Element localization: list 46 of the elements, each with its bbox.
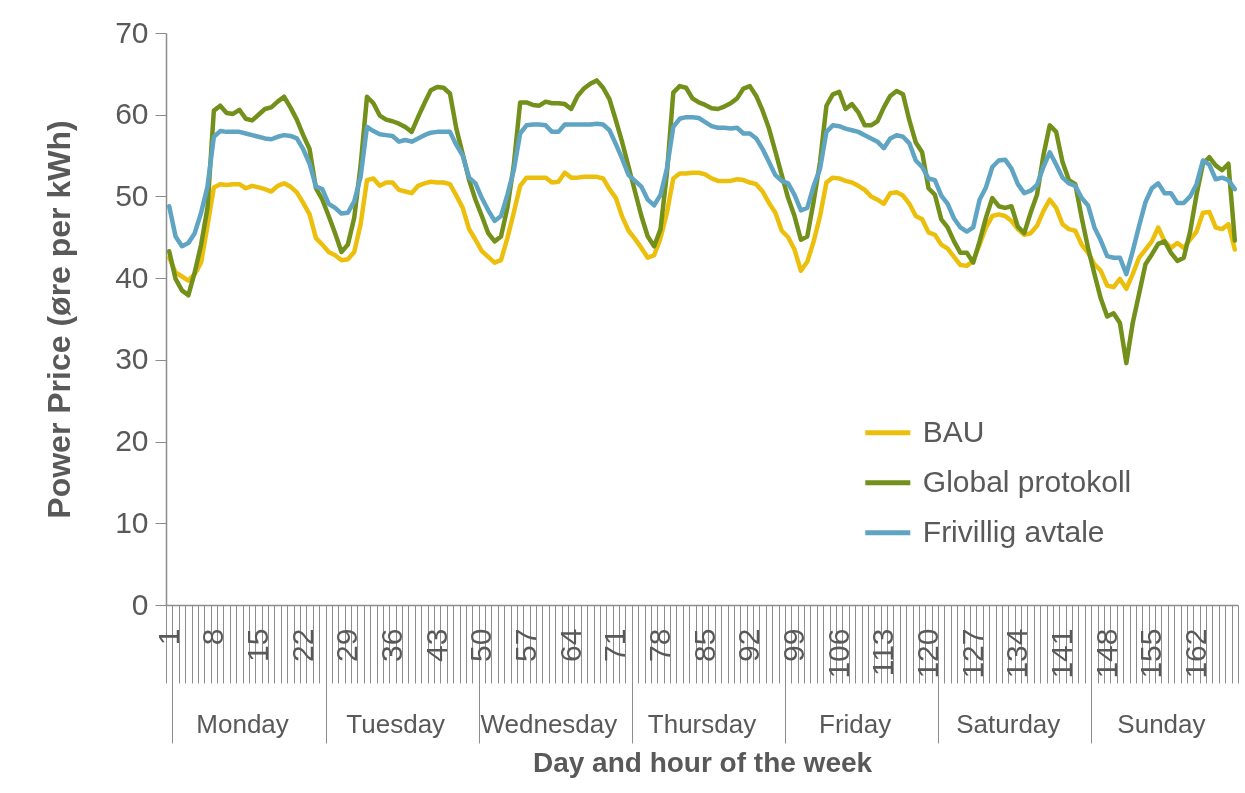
y-tick-label: 50 [115, 178, 149, 212]
y-axis-title: Power Price (øre per kWh) [41, 120, 78, 519]
y-tick-label: 10 [115, 505, 149, 539]
x-tick-label: 71 [598, 628, 632, 662]
text: Thursday [647, 709, 757, 739]
x-tick-label: 99 [777, 628, 811, 662]
legend-label: Global protokoll [922, 464, 1132, 498]
x-tick-label: 113 [866, 628, 900, 677]
x-tick-label: 50 [464, 628, 498, 662]
y-tick-label: 60 [115, 97, 149, 131]
line-series [166, 114, 1238, 277]
x-tick-label: 85 [687, 628, 721, 662]
text: Sunday [1117, 709, 1206, 739]
line-series [166, 170, 1238, 292]
x-tick-label: 22 [285, 628, 319, 662]
x-tick-label: 162 [1179, 628, 1213, 679]
x-tick-label: 127 [955, 628, 989, 679]
text: Saturday [956, 709, 1061, 739]
x-tick-label: 36 [375, 628, 409, 662]
y-tick-label: 0 [131, 587, 149, 621]
legend-label: BAU [922, 414, 985, 448]
x-tick-label: 106 [821, 628, 855, 679]
text: Wednesday [480, 709, 618, 739]
x-tick-label: 43 [419, 628, 453, 662]
x-tick-label: 8 [196, 628, 230, 646]
x-tick-label: 64 [553, 628, 587, 662]
x-tick-label: 1 [151, 628, 185, 646]
x-axis-title: Day and hour of the week [532, 747, 873, 778]
y-tick-label: 40 [115, 260, 149, 294]
x-tick-label: 78 [643, 628, 677, 662]
x-tick-label: 29 [330, 628, 364, 662]
x-tick-label: 155 [1134, 628, 1168, 679]
x-tick-label: 141 [1045, 628, 1079, 679]
x-tick-label: 134 [1000, 628, 1034, 679]
y-tick-label: 30 [115, 342, 149, 376]
text: Friday [819, 709, 892, 739]
legend-label: Frivillig avtale [922, 514, 1105, 548]
text: Tuesday [346, 709, 446, 739]
x-tick-label: 92 [732, 628, 766, 662]
x-tick-label: 57 [509, 628, 543, 662]
y-tick-label: 20 [115, 424, 149, 458]
x-tick-label: 148 [1089, 628, 1123, 679]
y-tick-label: 70 [115, 15, 149, 49]
x-tick-label: 15 [241, 628, 275, 662]
x-tick-label: 120 [911, 628, 945, 679]
text: Monday [196, 709, 289, 739]
